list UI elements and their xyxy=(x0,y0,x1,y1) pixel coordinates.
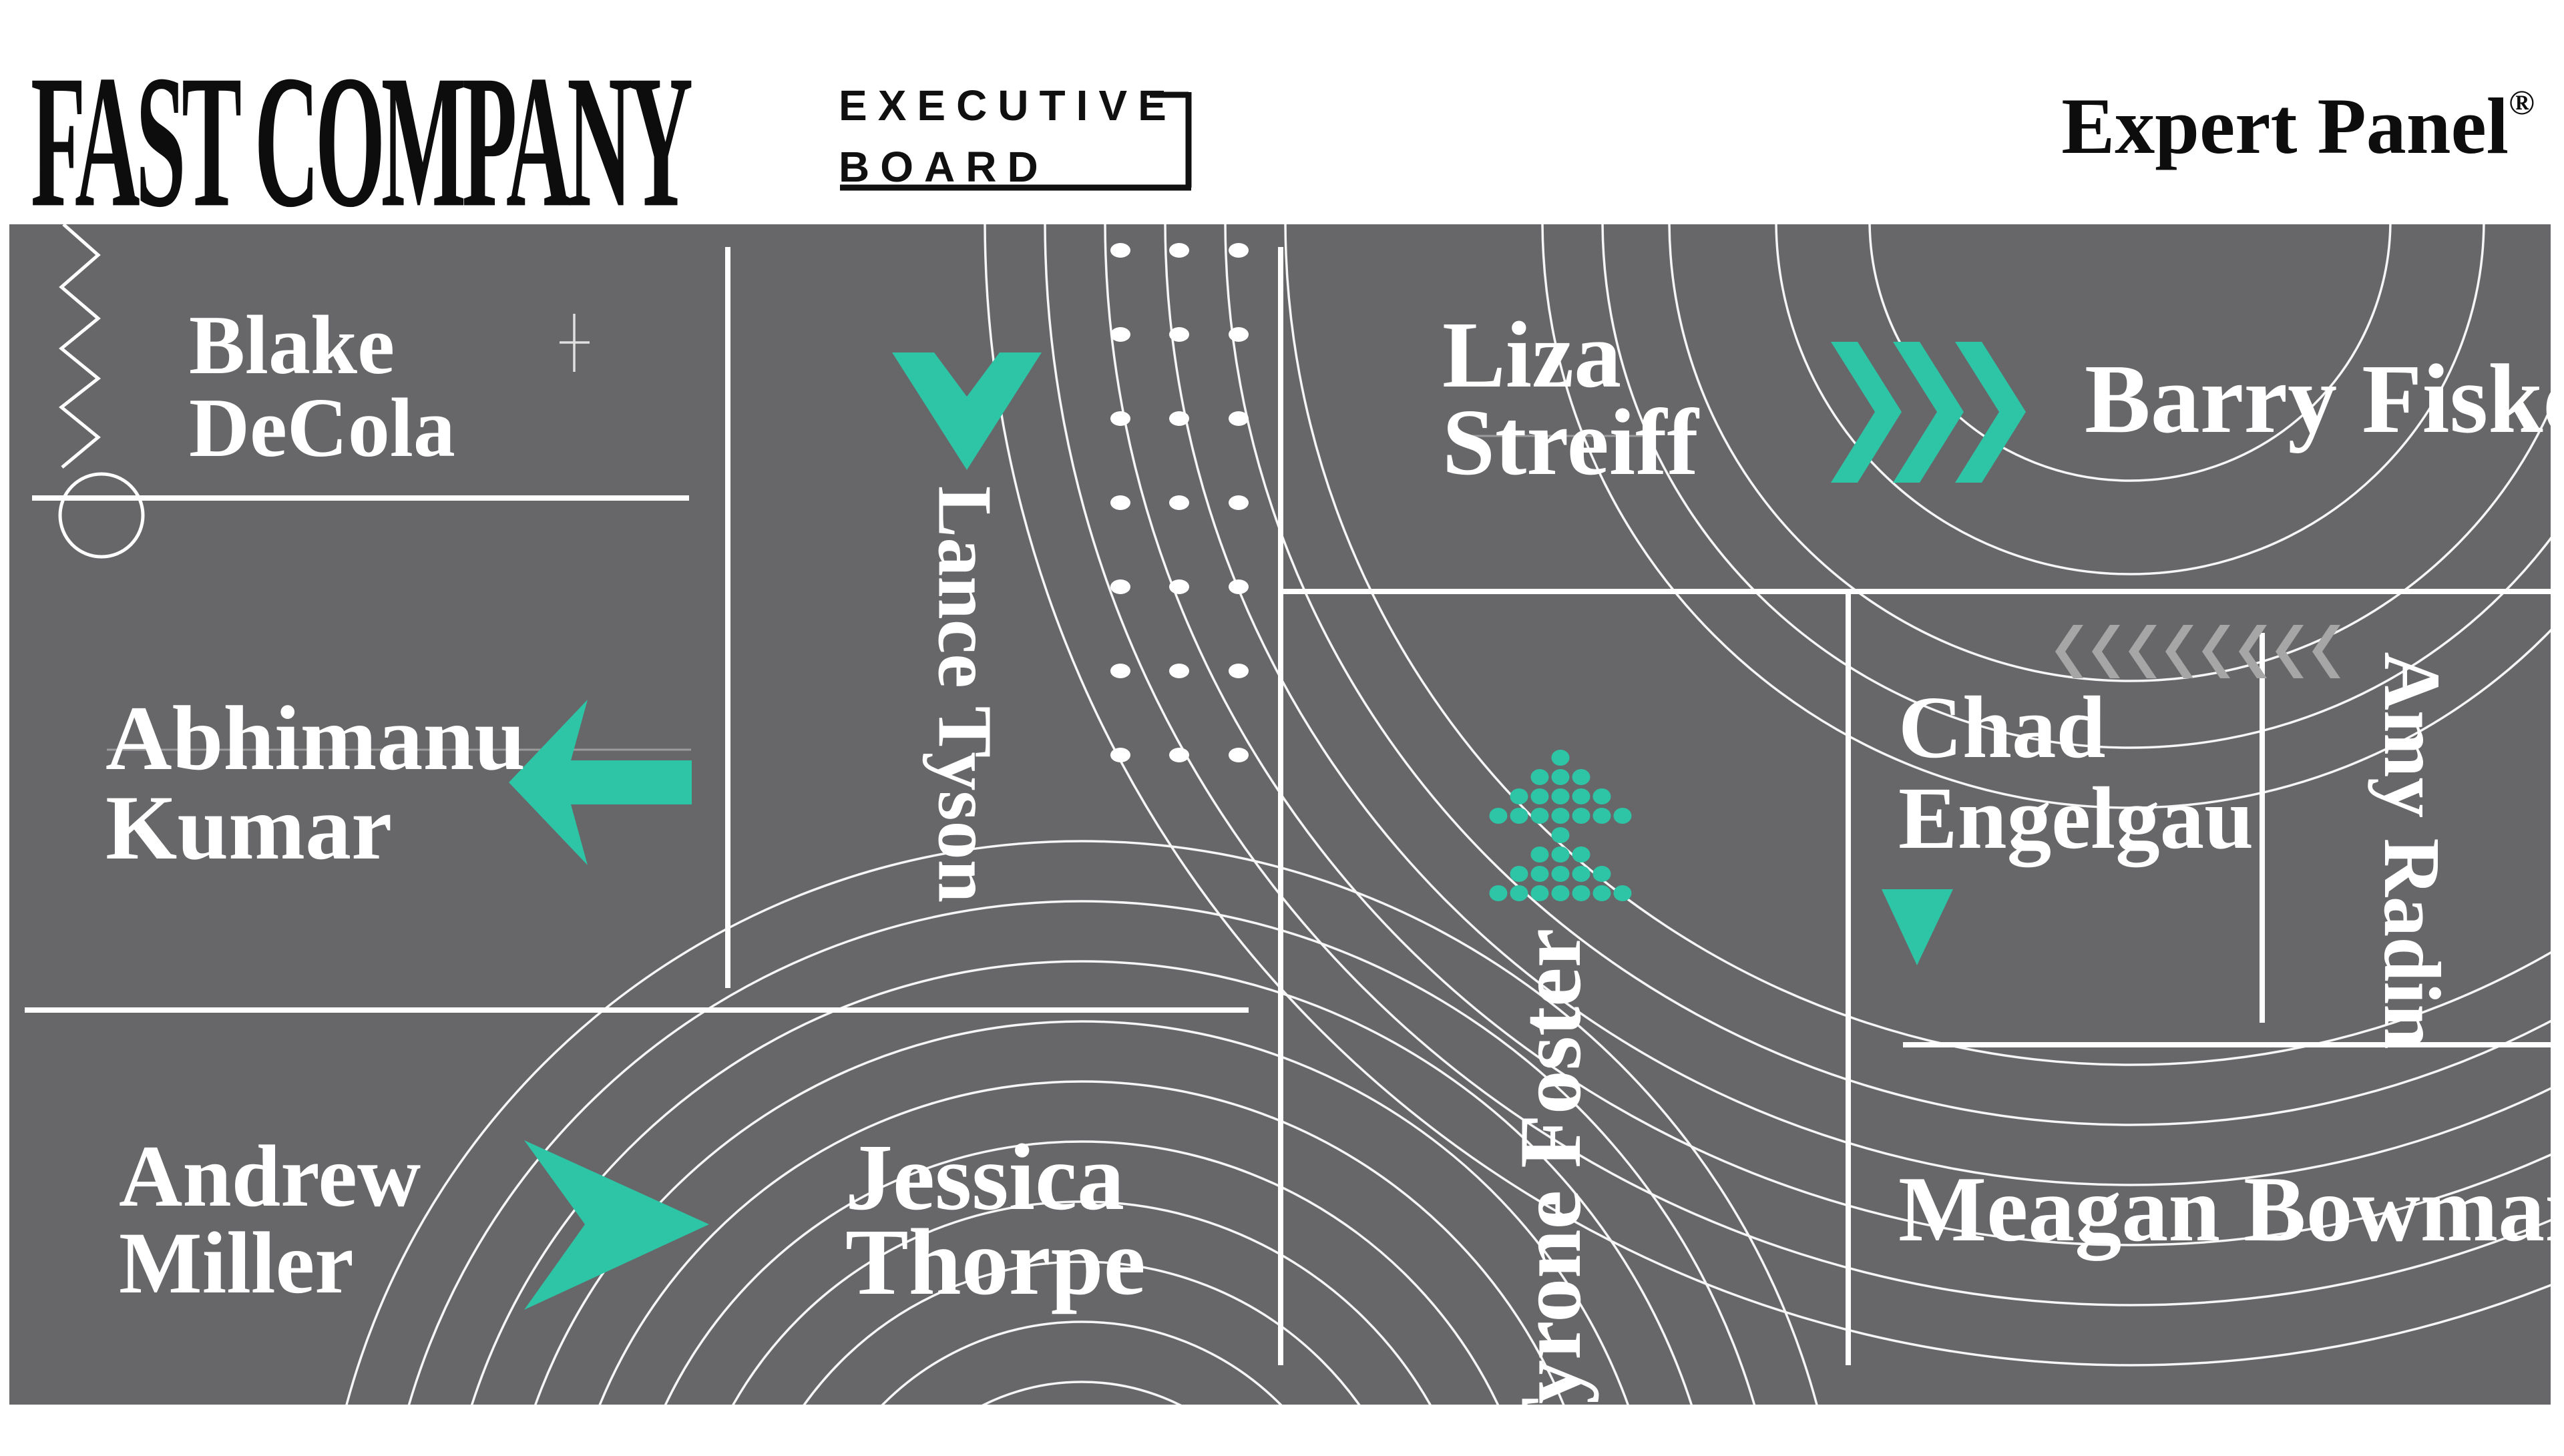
board-label: BOARD xyxy=(839,143,1049,191)
member-name-line: Amy xyxy=(2367,652,2456,818)
executive-label: EXECUTIVE xyxy=(839,81,1177,130)
board-bracket-icon xyxy=(840,91,1192,191)
member-name-line: Foster xyxy=(1501,928,1599,1168)
member-tyrone-foster: Tyrone Foster xyxy=(1501,929,1599,1456)
member-name-line: DeCola xyxy=(189,382,455,475)
member-name-line: Radin xyxy=(2367,838,2456,1049)
member-blake-decola: Blake DeCola xyxy=(189,299,455,475)
member-name-line: Engelgau xyxy=(1898,768,2254,867)
member-name-line: Andrew xyxy=(119,1127,421,1225)
plus-icon xyxy=(560,314,590,372)
member-name-line: Abhimanu xyxy=(105,687,525,789)
member-name-line: Jessica xyxy=(845,1124,1125,1230)
registered-mark: ® xyxy=(2509,84,2535,122)
member-name-line: Streiff xyxy=(1442,389,1699,495)
chevron-heart-down-icon xyxy=(892,352,1042,470)
concentric-circles-top-right-icon xyxy=(984,224,2551,1367)
member-name-line: Chad xyxy=(1898,678,2106,776)
member-name-line: Tyrone xyxy=(1501,1190,1599,1456)
member-name-line: Kumar xyxy=(105,776,393,879)
chevron-row-left-icon xyxy=(2055,625,2340,678)
member-lance-tyson: Lance Tyson xyxy=(917,486,1012,903)
member-name-line: Lance xyxy=(921,485,1008,688)
circle-outline-icon xyxy=(58,472,145,559)
zigzag-icon xyxy=(58,224,101,469)
dotted-arrow-up-icon xyxy=(1489,750,1632,901)
arrow-left-icon xyxy=(509,700,692,865)
member-name-line: Blake xyxy=(189,299,395,392)
member-name-line: Tyson xyxy=(921,706,1008,903)
member-amy-radin: Amy Radin xyxy=(2367,652,2456,1049)
triple-chevron-right-icon xyxy=(1831,342,2026,483)
member-name-line: Thorpe xyxy=(845,1209,1146,1314)
member-jessica-thorpe: Jessica Thorpe xyxy=(845,1124,1146,1314)
member-abhimanu-kumar: Abhimanu Kumar xyxy=(105,687,525,879)
member-chad-engelgau: Chad Engelgau xyxy=(1898,682,2254,863)
member-liza-streiff: Liza Streiff xyxy=(1442,302,1699,495)
thin-accent-lines xyxy=(107,435,1656,751)
member-andrew-miller: Andrew Miller xyxy=(119,1127,421,1312)
member-name-line: Miller xyxy=(119,1214,354,1312)
arrow-right-icon xyxy=(524,1140,709,1310)
header-band: FAST COMPANY EXECUTIVE BOARD Expert Pane… xyxy=(0,0,2564,246)
dots-grid-icon xyxy=(1110,243,1249,762)
expert-panel-title: Expert Panel® xyxy=(2061,80,2535,172)
fast-company-logo: FAST COMPANY xyxy=(31,35,693,247)
section-divider-lines xyxy=(25,247,2551,1365)
member-meagan-bowman: Meagan Bowman xyxy=(1898,1158,2564,1261)
triangle-down-icon xyxy=(1882,889,1953,965)
member-name-line: Liza xyxy=(1442,302,1622,407)
member-barry-fiske: Barry Fiske xyxy=(2085,344,2564,454)
expert-panel-text: Expert Panel xyxy=(2061,81,2509,170)
executive-board-label: EXECUTIVE BOARD xyxy=(839,75,1177,198)
concentric-circles-bottom-icon xyxy=(345,840,1818,1405)
